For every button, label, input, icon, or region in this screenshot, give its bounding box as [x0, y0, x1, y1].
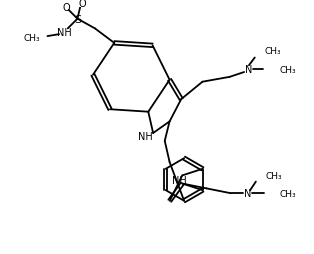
Text: NH: NH	[138, 131, 153, 141]
Text: CH₃: CH₃	[279, 189, 296, 198]
Text: NH: NH	[57, 28, 71, 38]
Text: CH₃: CH₃	[266, 172, 282, 181]
Text: CH₃: CH₃	[264, 47, 281, 56]
Text: O: O	[62, 3, 70, 13]
Text: N: N	[245, 65, 253, 75]
Text: O: O	[78, 0, 86, 9]
Text: CH₃: CH₃	[23, 34, 40, 42]
Text: S: S	[74, 15, 81, 25]
Text: CH₃: CH₃	[280, 65, 296, 74]
Text: N: N	[244, 188, 252, 198]
Text: NH: NH	[172, 176, 187, 185]
